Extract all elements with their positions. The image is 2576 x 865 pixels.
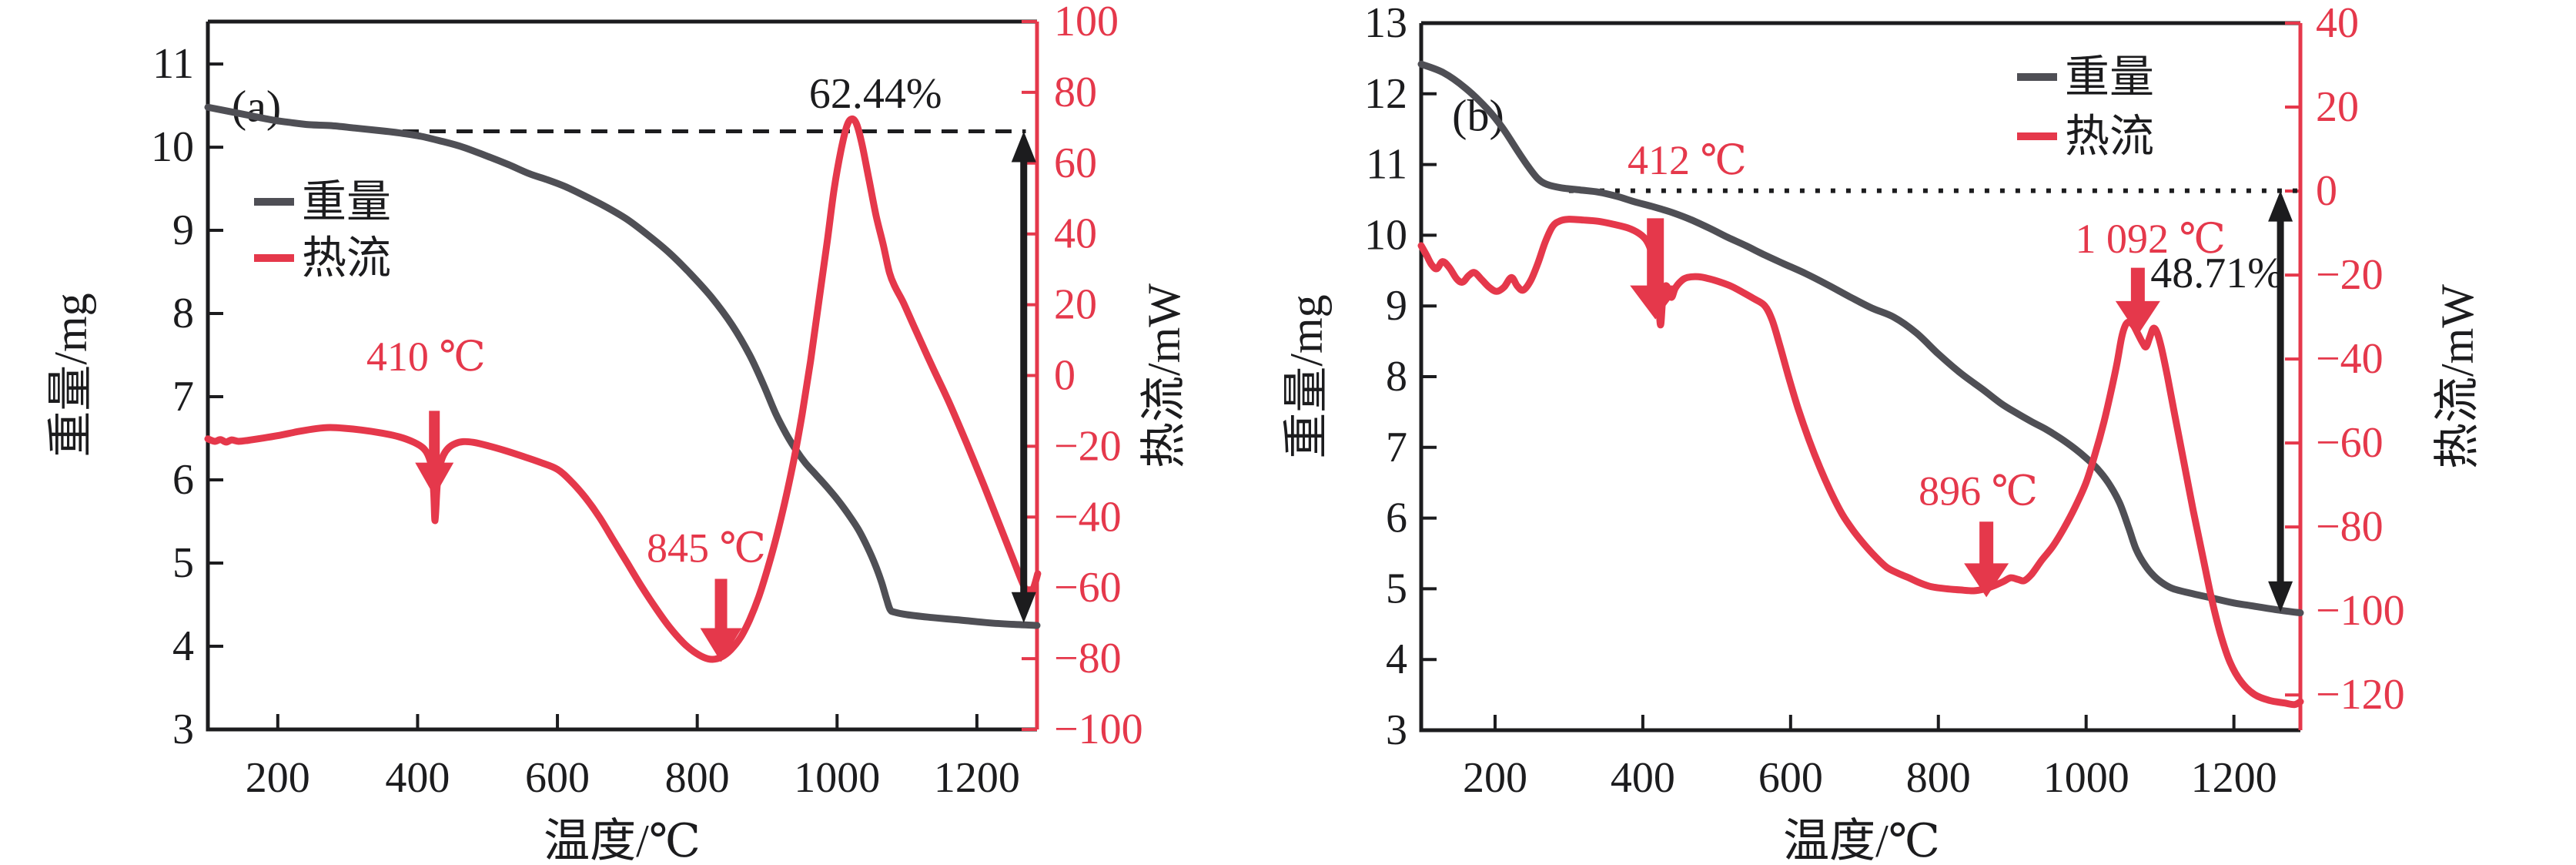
y-right-tick-label: 20 (1054, 281, 1097, 329)
y-left-tick-label: 3 (172, 706, 194, 753)
panel-a-weight-curve (204, 103, 1041, 629)
x-tick-label: 600 (525, 754, 590, 802)
x-tick-label: 400 (1611, 754, 1675, 802)
panel-a-axes: 200 400 600 800 1000 120034567891011100806040… (151, 0, 1143, 802)
mass-loss-percent: 62.44% (809, 70, 942, 118)
panel-b-weight-curve (1417, 60, 2304, 617)
legend-weight-label: 重量 (2065, 52, 2154, 102)
x-tick-label: 400 (385, 754, 450, 802)
y-left-tick-label: 3 (1386, 706, 1407, 754)
y-right-tick-label: 0 (2316, 167, 2337, 215)
x-tick-label: 600 (1758, 754, 1823, 802)
y-right-tick-label: −100 (2316, 587, 2405, 635)
peak-temp-845: 845 ℃ (647, 525, 766, 572)
peak-temp-412: 412 ℃ (1628, 137, 1747, 183)
x-tick-label: 1000 (2043, 754, 2129, 802)
y-left-tick-label: 6 (1386, 495, 1407, 542)
y-right-tick-label: −80 (1054, 635, 1122, 682)
y-left-tick-label: 5 (1386, 565, 1407, 612)
mass-loss-span-arrow-head-top (1011, 131, 1036, 163)
y-left-tick-label: 7 (1386, 424, 1407, 471)
panel-a-heatflow-curve (204, 115, 1042, 663)
y-left-tick-label: 9 (172, 206, 194, 254)
arrow-410-head (415, 462, 454, 497)
x-tick-label: 200 (1463, 754, 1527, 802)
y-right-axis-title: 热流/mW (1139, 283, 1189, 468)
y-left-tick-label: 7 (172, 373, 194, 421)
legend-weight-label: 重量 (302, 177, 391, 227)
arrow-412-head (1630, 285, 1681, 320)
y-right-axis-title: 热流/mW (2432, 284, 2483, 469)
y-right-tick-label: 20 (2316, 83, 2359, 131)
arrow-1092-head (2115, 300, 2160, 335)
panel-a: 200 400 600 800 1000 120034567891011100806040… (45, 0, 1189, 865)
y-left-tick-label: 4 (1386, 635, 1407, 683)
arrow-845-head (700, 628, 742, 662)
peak-temp-896: 896 ℃ (1919, 468, 2038, 515)
y-right-tick-label: 100 (1054, 0, 1119, 45)
y-right-tick-label: −60 (1054, 564, 1122, 612)
peak-temp-1092: 1 092 ℃ (2075, 216, 2225, 262)
y-left-tick-label: 8 (172, 290, 194, 337)
x-axis-title: 温度/℃ (1783, 816, 1940, 865)
y-right-tick-label: −100 (1054, 706, 1143, 753)
y-right-tick-label: −120 (2316, 671, 2405, 719)
y-left-axis-title: 重量/mg (45, 293, 96, 457)
y-left-tick-label: 11 (152, 40, 194, 88)
x-tick-label: 1000 (794, 754, 880, 802)
y-left-axis-title: 重量/mg (1281, 294, 1332, 458)
panel-b-heatflow-curve (1417, 216, 2304, 709)
y-right-tick-label: −60 (2316, 419, 2384, 467)
y-right-tick-label: 0 (1054, 352, 1076, 400)
y-left-tick-label: 6 (172, 456, 194, 504)
y-right-tick-label: 60 (1054, 139, 1097, 187)
mass-loss-span-arrow-head-top (2268, 190, 2293, 222)
x-tick-label: 800 (665, 754, 730, 802)
y-right-tick-label: −20 (1054, 422, 1122, 470)
legend-heat-label: 热流 (302, 233, 391, 283)
y-left-tick-label: 5 (172, 539, 194, 587)
arrow-896-head (1964, 563, 2009, 598)
y-left-tick-label: 10 (1364, 211, 1407, 259)
x-tick-label: 1200 (934, 754, 1020, 802)
x-tick-label: 1200 (2191, 754, 2277, 802)
y-right-tick-label: −20 (2316, 251, 2384, 299)
peak-temp-410: 410 ℃ (366, 334, 486, 380)
y-right-tick-label: −40 (1054, 493, 1122, 541)
y-left-tick-label: 4 (172, 622, 194, 670)
y-right-tick-label: −40 (2316, 335, 2384, 383)
y-left-tick-label: 12 (1364, 70, 1407, 118)
y-right-tick-label: 40 (2316, 0, 2359, 47)
y-right-tick-label: 80 (1054, 69, 1097, 116)
y-right-tick-label: −80 (2316, 503, 2384, 551)
y-left-tick-label: 13 (1364, 0, 1407, 47)
panel-label: (a) (232, 82, 281, 132)
y-left-tick-label: 10 (151, 123, 194, 171)
x-tick-label: 800 (1906, 754, 1971, 802)
x-axis-title: 温度/℃ (544, 816, 701, 865)
mass-loss-percent: 48.71% (2150, 250, 2283, 297)
y-left-tick-label: 8 (1386, 353, 1407, 401)
y-left-tick-label: 9 (1386, 282, 1407, 330)
legend-heat-label: 热流 (2065, 112, 2154, 162)
y-left-tick-label: 11 (1366, 141, 1407, 189)
x-tick-label: 200 (246, 754, 310, 802)
mass-loss-span-arrow-head-bottom (1011, 592, 1036, 623)
y-right-tick-label: 40 (1054, 210, 1097, 258)
mass-loss-span-arrow-head-bottom (2268, 581, 2293, 612)
